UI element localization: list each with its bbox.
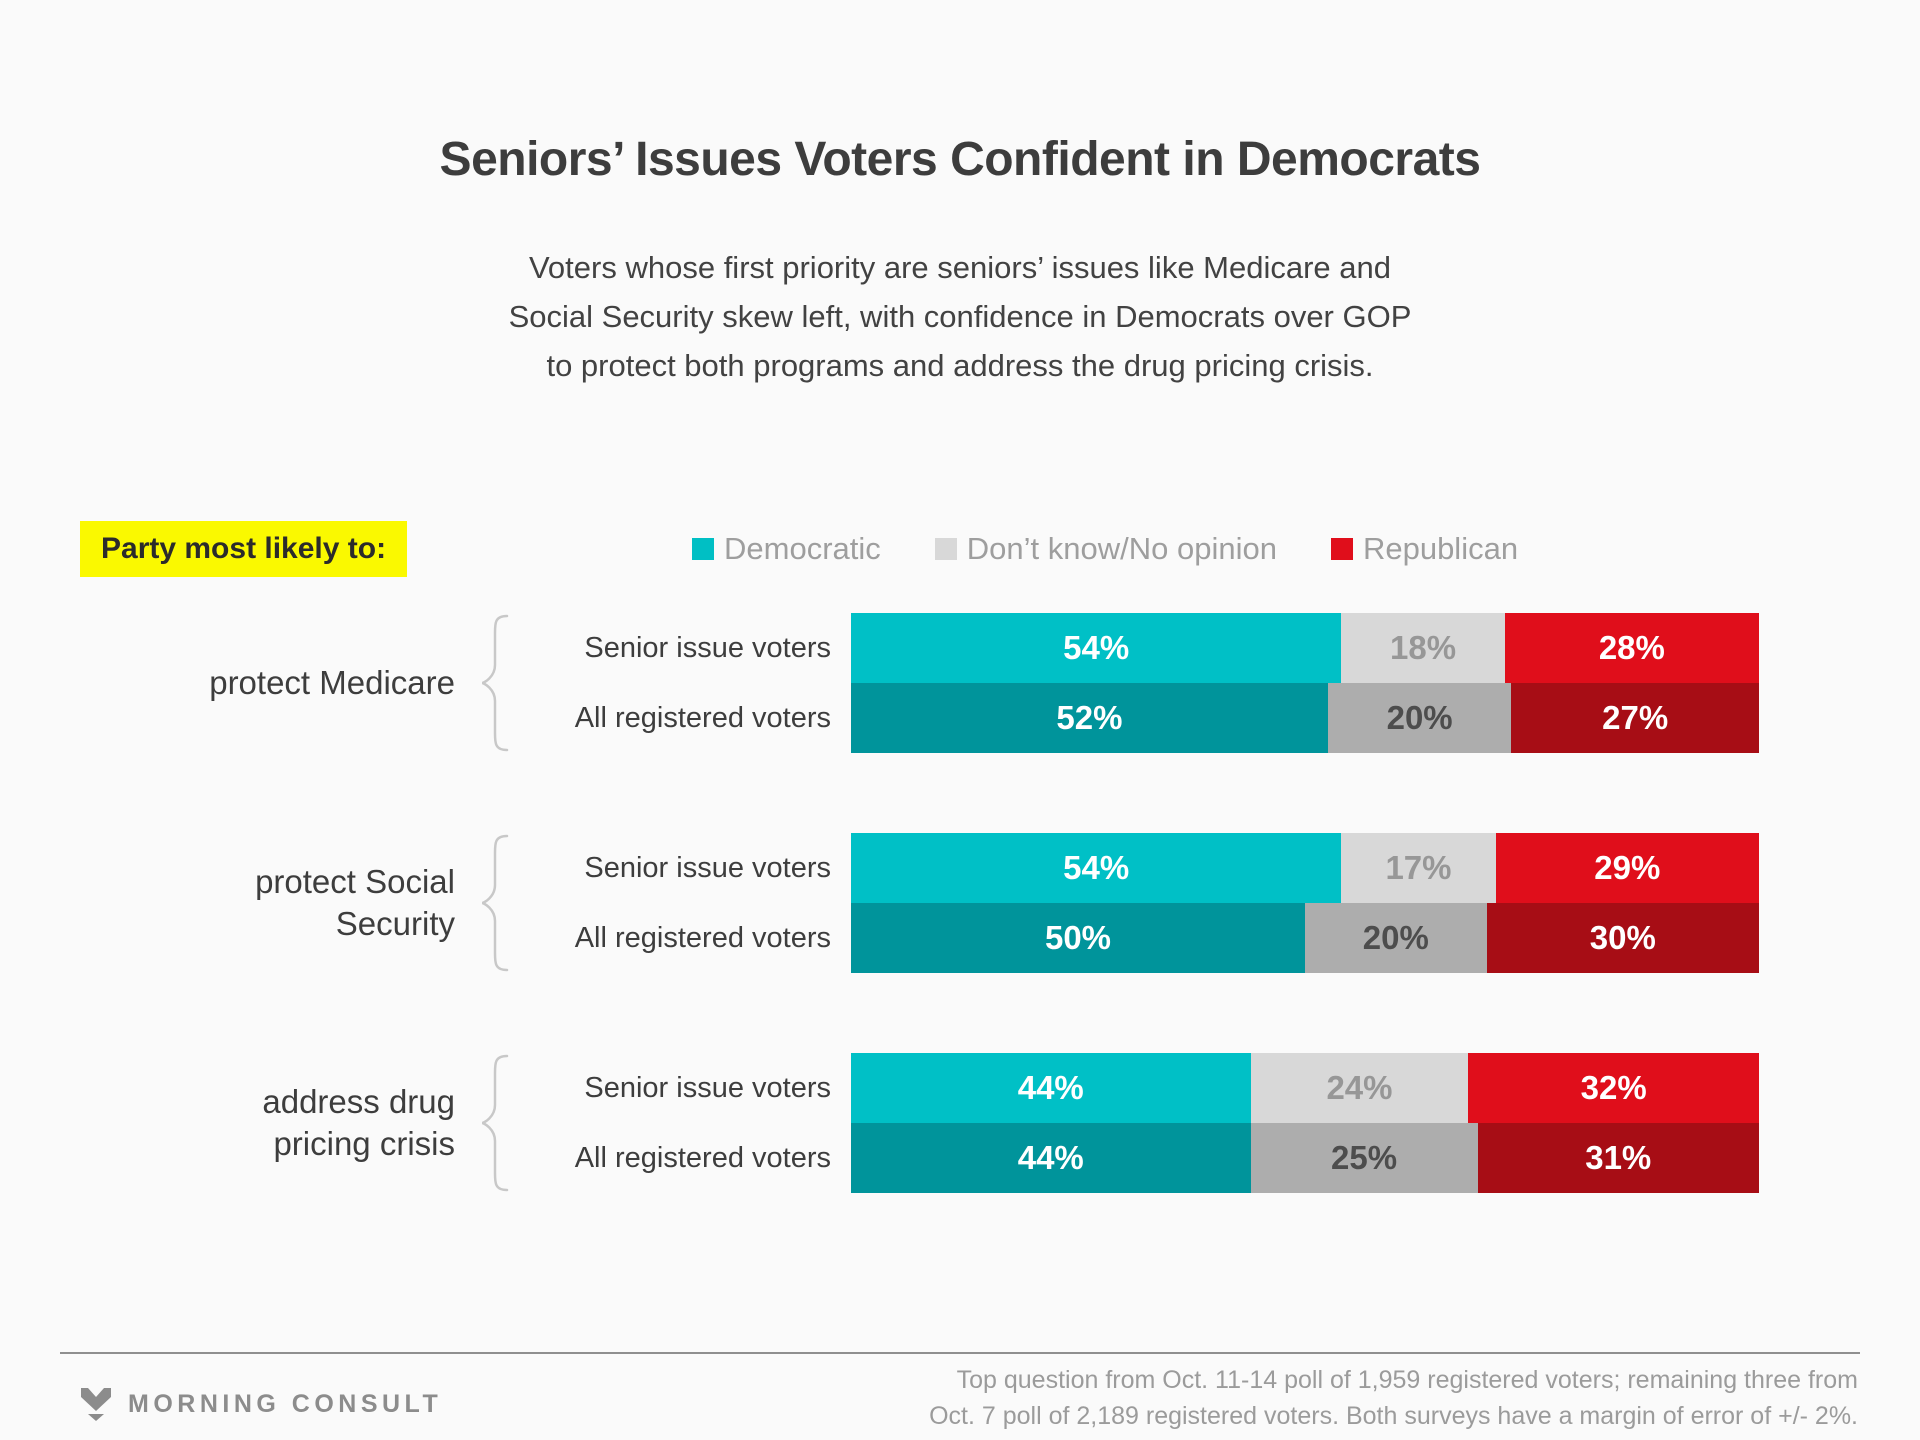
bar-segment-republican: 31% [1477, 1123, 1759, 1193]
bar-segment-dont-know-no-opinion: 18% [1341, 613, 1505, 683]
subtitle-line-3: to protect both programs and address the… [546, 348, 1374, 383]
brace-icon [455, 833, 535, 973]
row-label: Senior issue voters [584, 631, 831, 664]
chart-group: protect Social Security Senior issue vot… [80, 833, 1842, 973]
bar-value-label: 24% [1326, 1069, 1393, 1106]
row-label: Senior issue voters [584, 1071, 831, 1104]
chart-legend: Democratic Don’t know/No opinion Republi… [692, 521, 1518, 577]
bar-value-label: 32% [1580, 1069, 1647, 1106]
bar-segment-democratic: 44% [851, 1053, 1251, 1123]
chart-group: protect Medicare Senior issue voters 54% 1… [80, 613, 1842, 753]
legend-item-democratic: Democratic [692, 531, 881, 567]
chart-row-all-registered-voters: All registered voters 50% 20% 30% [535, 903, 1842, 973]
bar-value-label: 17% [1385, 849, 1452, 886]
bar-value-label: 29% [1594, 849, 1661, 886]
bar-value-label: 25% [1330, 1139, 1398, 1176]
bar-segment-democratic: 54% [851, 833, 1342, 903]
stacked-bar: 50% 20% 30% [851, 903, 1759, 973]
chart-row-senior-issue-voters: Senior issue voters 54% 17% 29% [535, 833, 1842, 903]
legend-swatch-republican-icon [1330, 538, 1353, 560]
subtitle: Voters whose first priority are seniors’… [0, 243, 1920, 390]
bar-segment-republican: 29% [1495, 833, 1759, 903]
bar-segment-dont-know-no-opinion: 25% [1250, 1123, 1478, 1193]
bar-value-label: 44% [1017, 1139, 1084, 1176]
subtitle-line-2: Social Security skew left, with confiden… [508, 299, 1412, 334]
stacked-bar: 44% 24% 32% [851, 1053, 1759, 1123]
legend-label-dont-know: Don’t know/No opinion [966, 531, 1277, 566]
bar-value-label: 31% [1585, 1139, 1652, 1176]
stacked-bar: 44% 25% 31% [851, 1123, 1759, 1193]
morning-consult-brand: MORNING CONSULT [78, 1386, 442, 1422]
bar-value-label: 54% [1063, 849, 1130, 886]
chart-row-senior-issue-voters: Senior issue voters 54% 18% 28% [535, 613, 1842, 683]
legend-item-dont-know: Don’t know/No opinion [934, 531, 1277, 567]
row-label: All registered voters [574, 921, 831, 954]
group-label: protect Medicare [209, 664, 455, 701]
bar-segment-democratic: 54% [851, 613, 1342, 683]
chart-row-all-registered-voters: All registered voters 44% 25% 31% [535, 1123, 1842, 1193]
page-title: Seniors’ Issues Voters Confident in Demo… [439, 133, 1481, 187]
bar-segment-republican: 32% [1468, 1053, 1759, 1123]
bar-value-label: 18% [1390, 629, 1457, 666]
legend-label-democratic: Democratic [724, 531, 881, 566]
bar-segment-democratic: 44% [851, 1123, 1251, 1193]
bar-segment-dont-know-no-opinion: 24% [1250, 1053, 1469, 1123]
morning-consult-logo-icon [81, 1388, 111, 1421]
bar-value-label: 54% [1063, 629, 1130, 666]
brand-wordmark: MORNING CONSULT [128, 1389, 443, 1418]
chart-row-all-registered-voters: All registered voters 52% 20% 27% [535, 683, 1842, 753]
legend-prompt-highlight: Party most likely to: [80, 521, 408, 577]
bar-segment-dont-know-no-opinion: 20% [1305, 903, 1487, 973]
bar-value-label: 30% [1589, 919, 1656, 956]
source-line-2: Oct. 7 poll of 2,189 registered voters. … [929, 1402, 1858, 1430]
source-note: Top question from Oct. 11-14 poll of 1,9… [929, 1362, 1858, 1434]
bar-value-label: 52% [1056, 699, 1123, 736]
legend-swatch-democratic-icon [692, 538, 714, 560]
bar-segment-republican: 30% [1486, 903, 1759, 973]
legend-label-republican: Republican [1362, 531, 1519, 566]
chart-row-senior-issue-voters: Senior issue voters 44% 24% 32% [535, 1053, 1842, 1123]
stacked-bar: 54% 18% 28% [851, 613, 1759, 683]
bar-value-label: 28% [1598, 629, 1665, 666]
brace-icon [455, 1053, 535, 1193]
bar-value-label: 20% [1362, 919, 1429, 956]
row-label: All registered voters [574, 701, 831, 734]
legend-swatch-dont-know-icon [934, 538, 957, 560]
group-label: address drug pricing crisis [262, 1083, 455, 1162]
row-label: Senior issue voters [584, 851, 831, 884]
group-rows: Senior issue voters 54% 17% 29% All register… [535, 833, 1842, 973]
bar-segment-republican: 28% [1504, 613, 1759, 683]
chart-group: address drug pricing crisis Senior issue… [80, 1053, 1842, 1193]
bar-value-label: 20% [1386, 699, 1453, 736]
source-line-1: Top question from Oct. 11-14 poll of 1,9… [956, 1366, 1858, 1394]
bar-segment-republican: 27% [1511, 683, 1759, 753]
stacked-bar: 52% 20% 27% [851, 683, 1759, 753]
group-rows: Senior issue voters 44% 24% 32% All register… [535, 1053, 1842, 1193]
bar-segment-dont-know-no-opinion: 17% [1341, 833, 1496, 903]
bar-segment-democratic: 50% [851, 903, 1305, 973]
stacked-bar: 54% 17% 29% [851, 833, 1759, 903]
footer-divider [60, 1352, 1860, 1354]
group-label: protect Social Security [255, 863, 455, 942]
bar-value-label: 44% [1017, 1069, 1084, 1106]
legend-item-republican: Republican [1330, 531, 1519, 567]
subtitle-line-1: Voters whose first priority are seniors’… [528, 250, 1392, 285]
row-label: All registered voters [574, 1141, 831, 1174]
chart-groups: protect Medicare Senior issue voters 54% 1… [80, 613, 1842, 1193]
group-rows: Senior issue voters 54% 18% 28% All register… [535, 613, 1842, 753]
bar-value-label: 27% [1602, 699, 1669, 736]
bar-value-label: 50% [1044, 919, 1112, 956]
brace-icon [455, 613, 535, 753]
bar-segment-dont-know-no-opinion: 20% [1327, 683, 1512, 753]
bar-segment-democratic: 52% [851, 683, 1328, 753]
